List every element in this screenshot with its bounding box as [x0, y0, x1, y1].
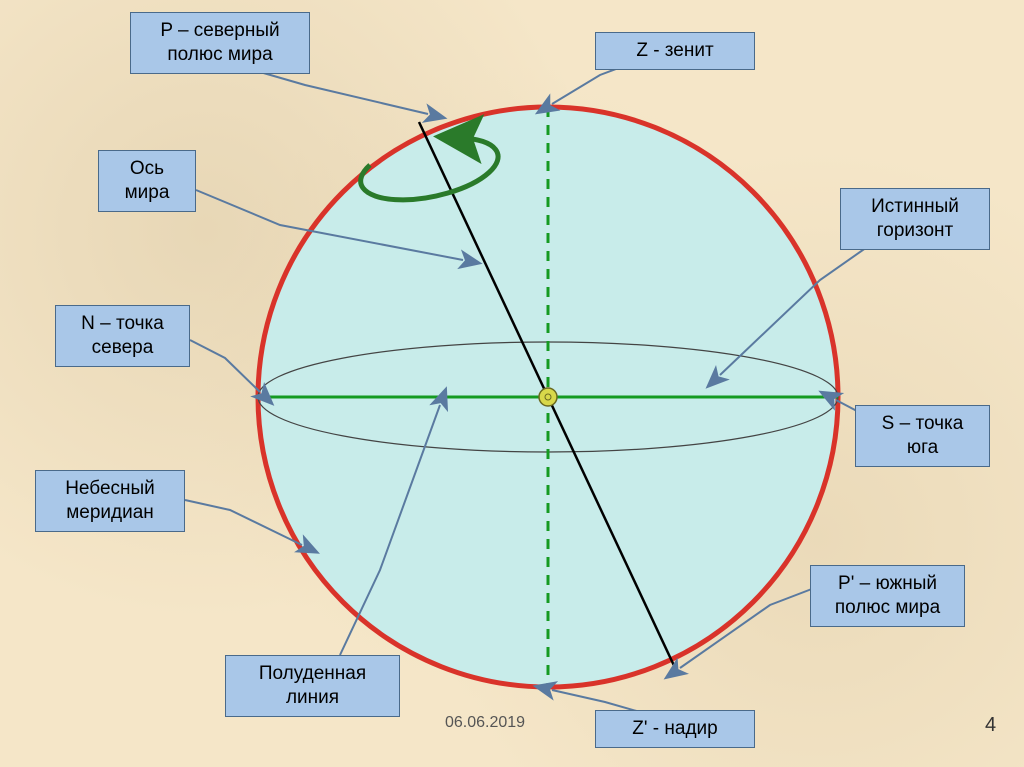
label-p-south: P' – южныйполюс мира: [810, 565, 965, 627]
label-nadir: Z' - надир: [595, 710, 755, 748]
label-horizon: Истинныйгоризонт: [840, 188, 990, 250]
observer-center: [539, 388, 557, 406]
label-axis: Осьмира: [98, 150, 196, 212]
celestial-sphere-diagram: [0, 0, 1024, 767]
label-s-south: S – точкаюга: [855, 405, 990, 467]
label-noon-line: Полуденнаялиния: [225, 655, 400, 717]
page-number: 4: [985, 714, 996, 737]
label-zenith: Z - зенит: [595, 32, 755, 70]
label-p-north: P – северныйполюс мира: [130, 12, 310, 74]
label-meridian: Небесныймеридиан: [35, 470, 185, 532]
label-n-north: N – точкасевера: [55, 305, 190, 367]
callout-nadir: [552, 690, 640, 712]
callout-p-north: [260, 72, 428, 114]
footer-date: 06.06.2019: [445, 714, 525, 732]
callout-n: [190, 340, 260, 392]
